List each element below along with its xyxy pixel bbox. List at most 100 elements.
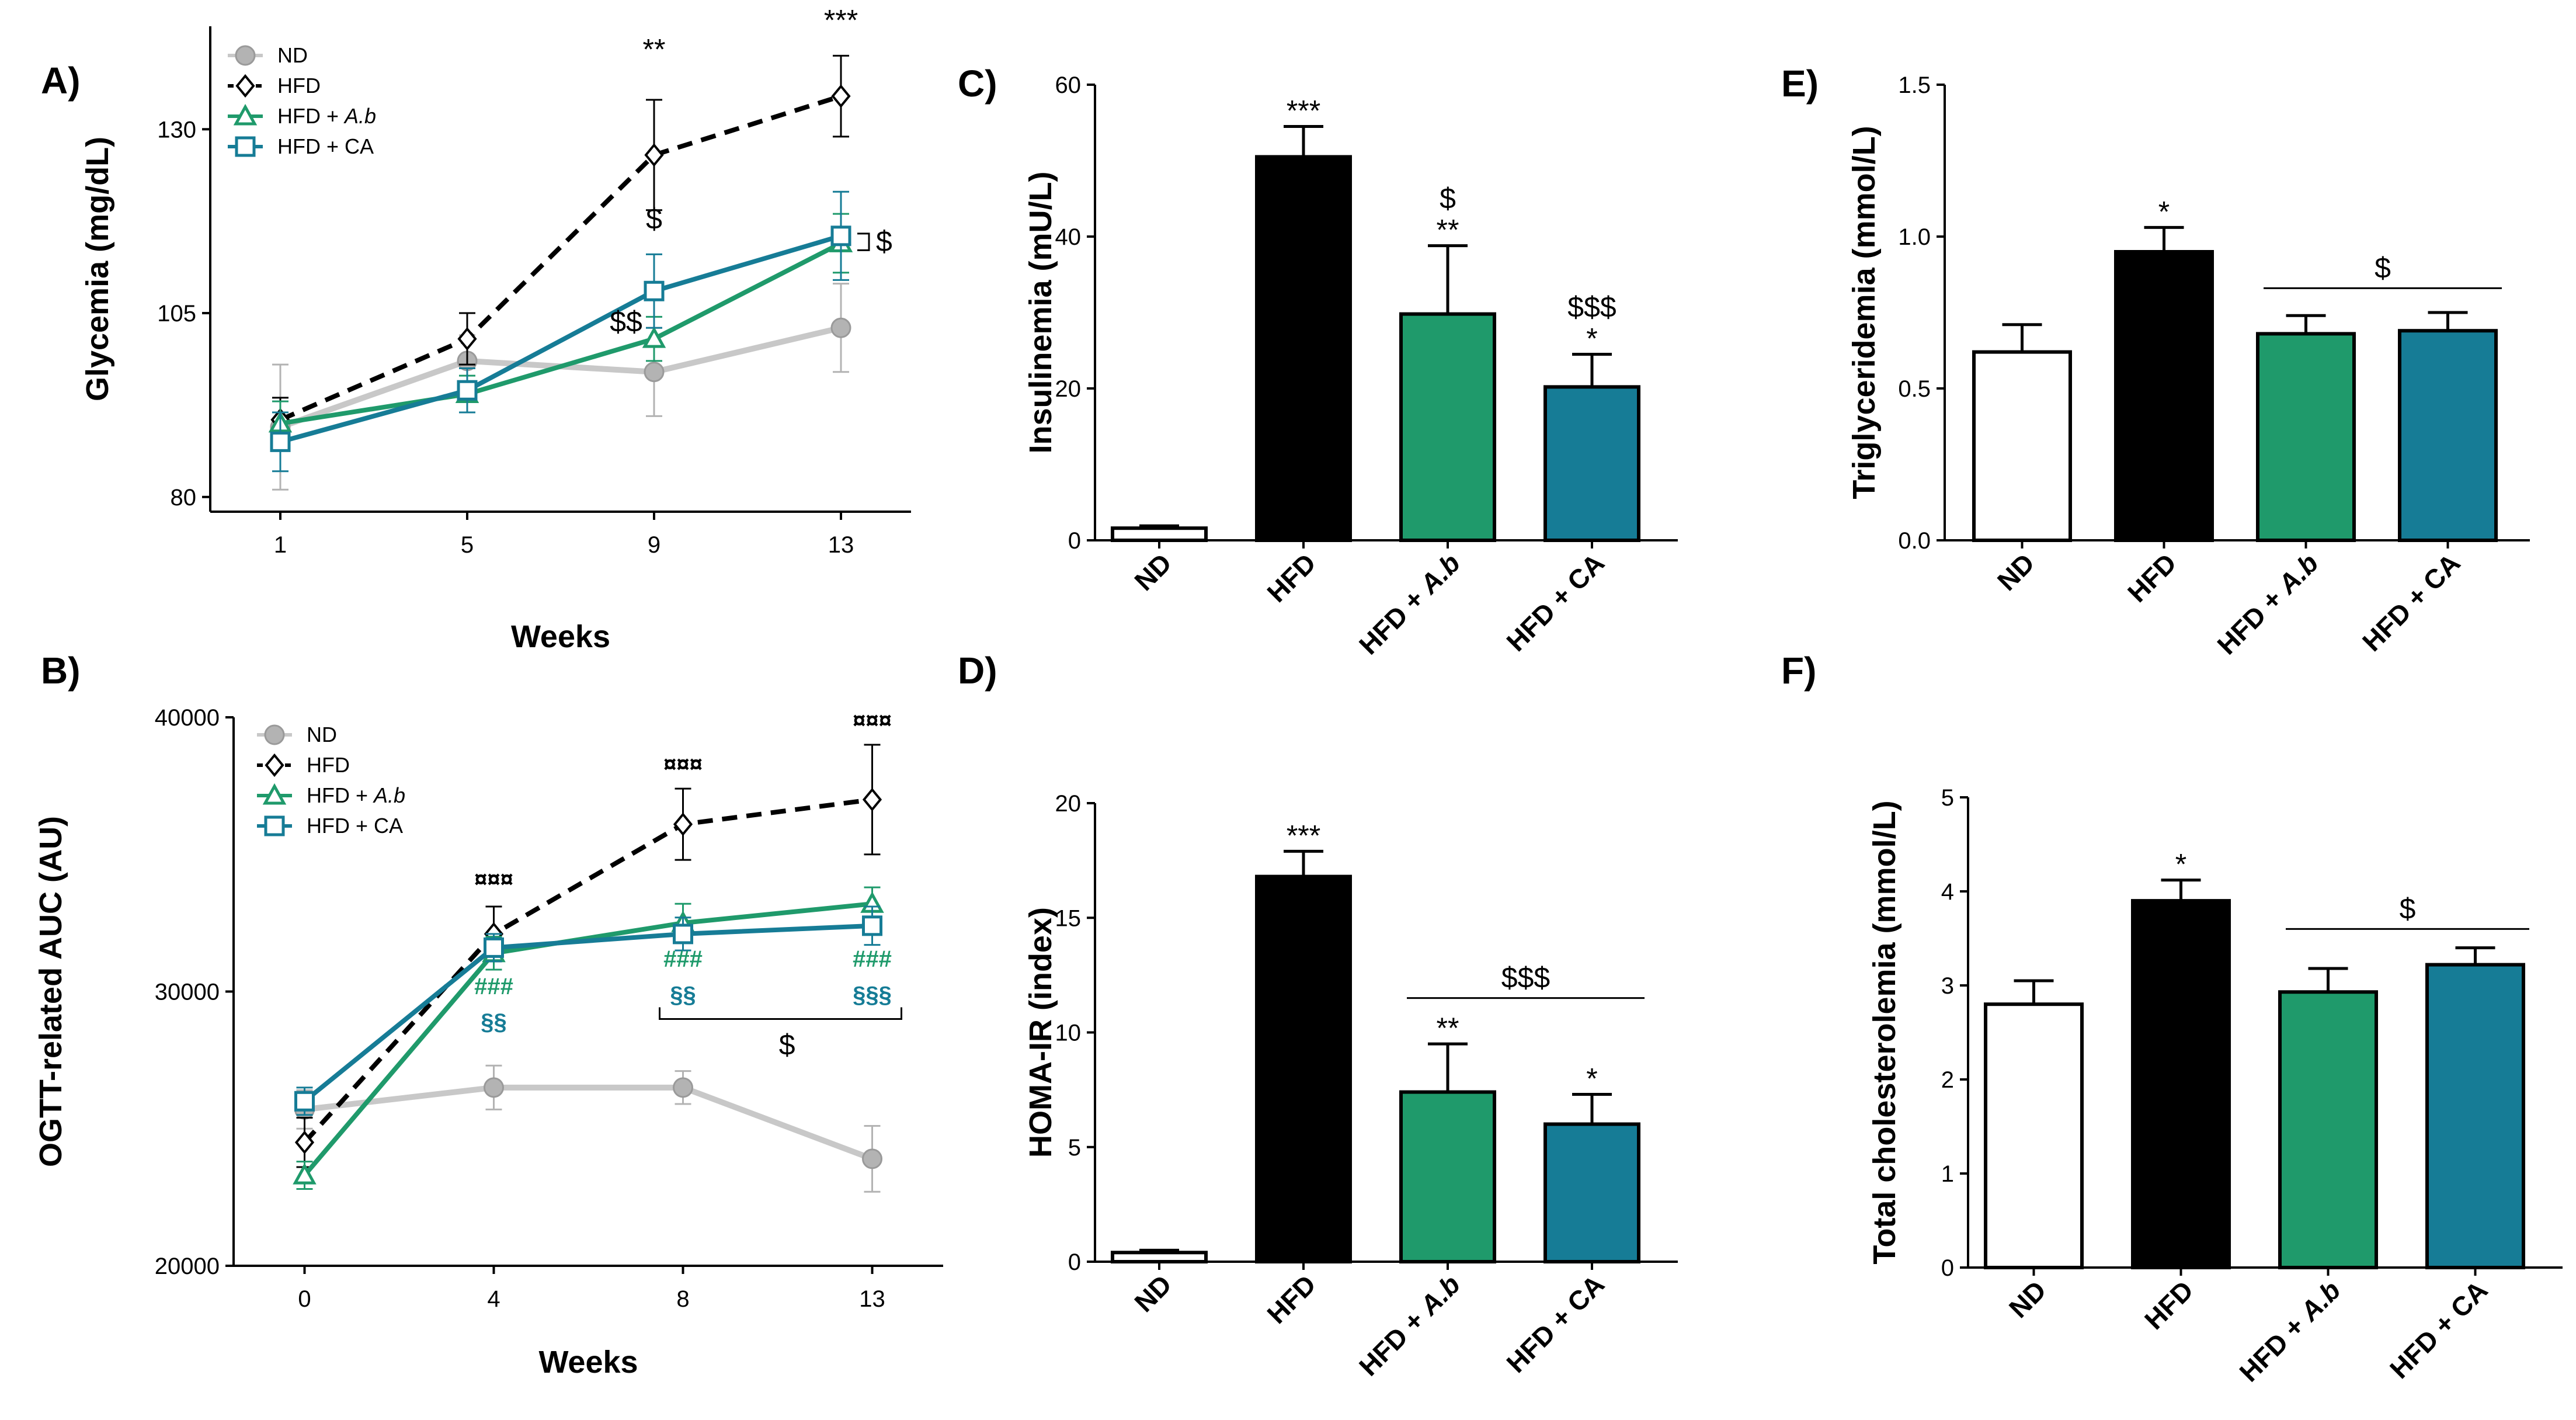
significance-label: ***	[1287, 95, 1320, 127]
panel-letter: C)	[958, 63, 997, 105]
y-tick-label: 40000	[155, 705, 220, 731]
bar-3: HFD + A.b **	[1353, 1012, 1496, 1381]
y-tick-label: 0	[1068, 1249, 1081, 1275]
y-tick-label: 5	[1068, 1135, 1081, 1161]
significance-label: $	[779, 1028, 795, 1061]
significance-label: $	[2400, 892, 2416, 925]
legend-label: HFD + CA	[307, 814, 403, 838]
y-axis-title: Insulinemia (mU/L)	[1023, 171, 1058, 453]
x-tick-label: HFD + CA	[1500, 1269, 1610, 1379]
series-line	[280, 241, 842, 426]
bar-4: HFD + CA *$$$	[1500, 291, 1640, 657]
y-tick-label: 3	[1941, 973, 1954, 999]
bar	[2398, 329, 2498, 542]
y-tick-label: 20	[1055, 791, 1082, 817]
significance-bracket	[659, 1007, 902, 1020]
legend: ND HFD HFD + A.b HFD + CA	[228, 43, 376, 158]
x-tick-label: 8	[676, 1286, 689, 1312]
y-tick-label: 4	[1941, 879, 1954, 905]
series-line	[303, 901, 872, 1177]
significance-label: $	[646, 202, 662, 235]
x-tick-label: 0	[298, 1286, 311, 1312]
legend-label: HFD + A.b	[307, 783, 405, 807]
bar-1: ND	[1111, 1248, 1208, 1318]
y-tick-label: 130	[157, 117, 196, 143]
panel-e-bar-chart: E) 0.0 0.5 1.0 1.5 Triglyceridemia (mmol/L) ND…	[1781, 63, 2530, 660]
y-tick-label: 80	[171, 485, 197, 511]
legend-label: ND	[277, 43, 308, 67]
legend-marker	[235, 74, 255, 98]
y-tick-label: 5	[1941, 785, 1954, 811]
data-point	[673, 812, 693, 836]
x-tick-label: 13	[828, 532, 854, 558]
x-tick-label: HFD + CA	[2356, 547, 2466, 657]
series-hfd_ca	[270, 190, 851, 473]
significance-label: ¤¤¤	[474, 867, 513, 893]
bar-1: ND	[1111, 524, 1208, 596]
significance-label: ###	[853, 946, 892, 972]
series-line	[279, 234, 842, 445]
significance-label: $$	[610, 305, 642, 338]
significance-label: $	[876, 225, 892, 258]
panel-letter: A)	[41, 60, 81, 102]
x-tick-label: ND	[1128, 1269, 1177, 1318]
x-tick-label: ND	[2003, 1275, 2052, 1324]
legend-marker	[233, 103, 258, 126]
bar	[1399, 312, 1496, 542]
y-tick-label: 1.5	[1898, 72, 1931, 98]
bar-3: HFD + A.b **$	[1353, 182, 1496, 660]
significance-label: $$$	[1501, 961, 1550, 994]
legend-label: HFD	[307, 753, 350, 777]
x-tick-label: ND	[1991, 547, 2040, 596]
panel-a-line-chart: A) 80 105 130 1 5 9 13 Weeks Glycemia (mg/dL) ND HF…	[41, 4, 911, 654]
data-point	[484, 937, 504, 958]
x-tick-label: 4	[487, 1286, 500, 1312]
series-hfd	[294, 744, 882, 1168]
data-point	[673, 1077, 693, 1098]
y-tick-label: 10	[1055, 1020, 1082, 1046]
panel-f-bar-chart: F) 0 1 2 3 4 5 Total cholesterolemia (mmol/L) ND…	[1781, 650, 2563, 1387]
bar	[1111, 1251, 1208, 1264]
data-point	[294, 1130, 315, 1154]
x-tick-label: HFD	[2139, 1275, 2199, 1335]
x-tick-label: HFD + A.b	[1353, 1269, 1466, 1381]
data-point	[644, 280, 665, 301]
significance-label: ***	[824, 4, 858, 36]
series-line	[304, 1084, 874, 1162]
series-line	[303, 797, 873, 1144]
bar-4: HFD + CA *	[1500, 1062, 1640, 1379]
series-line	[303, 923, 872, 1103]
legend-label: HFD + A.b	[277, 104, 376, 128]
panel-letter: E)	[1781, 63, 1819, 105]
bar-2: HFD *	[2131, 848, 2231, 1335]
x-tick-label: HFD + A.b	[2211, 547, 2324, 660]
x-tick-label: 1	[274, 532, 287, 558]
panel-letter: F)	[1781, 650, 1816, 692]
data-point	[644, 362, 665, 383]
y-axis-title: Total cholesterolemia (mmol/L)	[1867, 800, 1902, 1264]
y-tick-label: 20000	[155, 1254, 220, 1279]
bar	[2131, 899, 2231, 1269]
bar	[1111, 526, 1208, 543]
y-tick-label: 15	[1055, 905, 1082, 931]
data-point	[830, 225, 851, 246]
significance-label: ***	[1287, 819, 1320, 852]
legend-label: HFD	[277, 74, 321, 98]
data-point	[830, 317, 851, 338]
bar	[1972, 350, 2072, 542]
panel-letter: D)	[958, 650, 997, 692]
data-point	[457, 380, 478, 401]
significance-label: *	[1586, 322, 1597, 355]
panel-letter: B)	[41, 650, 81, 692]
data-point	[644, 143, 664, 167]
significance-label: §§§	[853, 982, 892, 1008]
y-tick-label: 105	[157, 301, 196, 327]
bar-2: HFD ***	[1255, 819, 1352, 1329]
y-tick-label: 2	[1941, 1067, 1954, 1093]
y-axis-title: Glycemia (mg/dL)	[80, 137, 115, 401]
legend-marker	[235, 45, 256, 66]
legend: ND HFD HFD + A.b HFD + CA	[257, 723, 405, 838]
significance-label: ###	[663, 946, 703, 972]
series-hfd_ca	[294, 905, 882, 1116]
